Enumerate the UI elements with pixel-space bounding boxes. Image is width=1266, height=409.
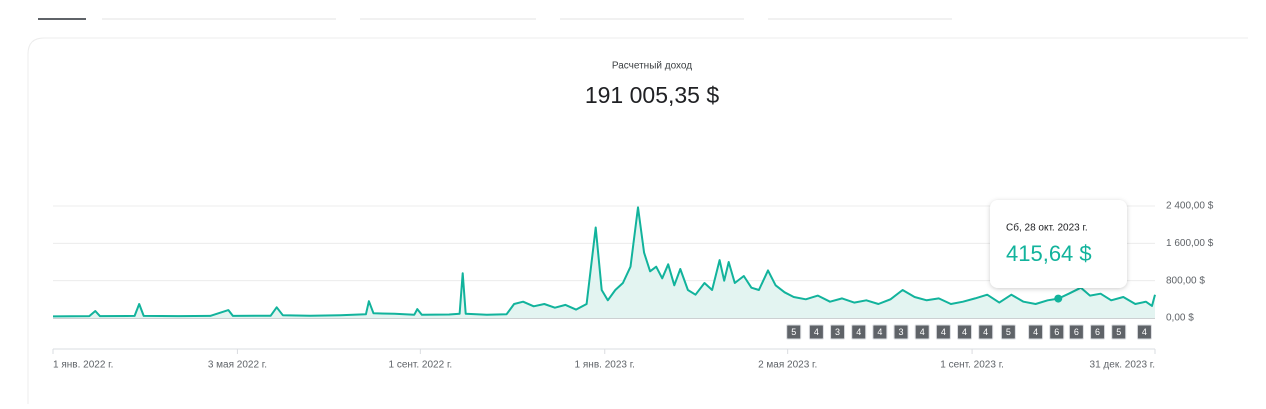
tooltip-point bbox=[1054, 294, 1063, 303]
tooltip-date: Сб, 28 окт. 2023 г. bbox=[1006, 222, 1088, 234]
annotation-label: 3 bbox=[899, 327, 904, 337]
annotation-label: 4 bbox=[856, 327, 861, 337]
annotation-label: 6 bbox=[1054, 327, 1059, 337]
y-tick-label: 1 600,00 $ bbox=[1166, 238, 1214, 249]
annotation-badge bbox=[935, 324, 951, 340]
x-tick-label: 1 янв. 2022 г. bbox=[53, 360, 113, 371]
annotation-badge bbox=[914, 324, 930, 340]
annotation-label: 4 bbox=[814, 327, 819, 337]
annotation-badge bbox=[808, 324, 824, 340]
annotation-label: 3 bbox=[835, 327, 840, 337]
annotation-badge bbox=[1000, 324, 1016, 340]
annotation-badge bbox=[1049, 324, 1065, 340]
annotation-label: 4 bbox=[877, 327, 882, 337]
total-value: 191 005,35 $ bbox=[585, 82, 720, 108]
annotation-badge bbox=[851, 324, 867, 340]
area bbox=[53, 207, 1155, 318]
annotation-label: 4 bbox=[1142, 327, 1147, 337]
annotation-badge bbox=[1028, 324, 1044, 340]
annotation-label: 6 bbox=[1095, 327, 1100, 337]
annotation-badge bbox=[957, 324, 973, 340]
tooltip bbox=[990, 200, 1127, 288]
line bbox=[52, 206, 1156, 318]
annotation-label: 4 bbox=[962, 327, 967, 337]
annotation-badge bbox=[1068, 324, 1084, 340]
annotation-badge bbox=[786, 324, 802, 340]
x-tick-label: 1 сент. 2023 г. bbox=[940, 360, 1004, 371]
annotation-label: 4 bbox=[941, 327, 946, 337]
annotation-badge bbox=[872, 324, 888, 340]
annotation-badge bbox=[893, 324, 909, 340]
card bbox=[27, 37, 1248, 404]
annotation-label: 4 bbox=[920, 327, 925, 337]
y-tick-label: 800,00 $ bbox=[1166, 275, 1205, 286]
x-tick-label: 3 мая 2022 г. bbox=[208, 360, 267, 371]
y-tick-label: 2 400,00 $ bbox=[1166, 201, 1214, 212]
x-tick-label: 1 сент. 2022 г. bbox=[388, 360, 452, 371]
annotation-label: 6 bbox=[1074, 327, 1079, 337]
annotation-label: 4 bbox=[1033, 327, 1038, 337]
annotation-label: 5 bbox=[1006, 327, 1011, 337]
annotation-badge bbox=[1136, 324, 1152, 340]
x-tick-label: 31 дек. 2023 г. bbox=[1090, 360, 1155, 371]
annotation-badge bbox=[830, 324, 846, 340]
annotation-badge bbox=[1090, 324, 1106, 340]
tooltip-value: 415,64 $ bbox=[1006, 241, 1092, 266]
annotation-label: 5 bbox=[791, 327, 796, 337]
card-title: Расчетный доход bbox=[612, 61, 692, 72]
y-tick-label: 0,00 $ bbox=[1166, 313, 1194, 324]
annotation-label: 5 bbox=[1116, 327, 1121, 337]
annotation-badge bbox=[1111, 324, 1127, 340]
x-tick-label: 2 мая 2023 г. bbox=[758, 360, 817, 371]
annotation-badge bbox=[978, 324, 994, 340]
annotation-label: 4 bbox=[983, 327, 988, 337]
x-tick-label: 1 янв. 2023 г. bbox=[575, 360, 635, 371]
